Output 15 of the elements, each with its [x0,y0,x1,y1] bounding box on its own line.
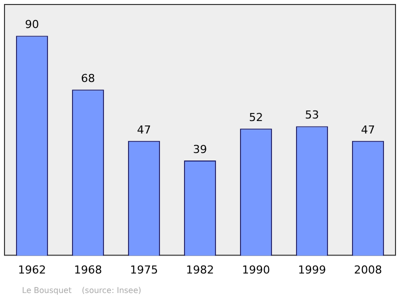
x-tick-label: 1968 [74,263,102,276]
data-label: 47 [137,123,151,136]
data-label: 53 [305,108,319,122]
text: Le Bousquet (source: Insee) [22,286,142,295]
data-label: 39 [193,142,207,156]
data-label: 68 [81,72,95,85]
data-label: 52 [249,111,263,124]
x-tick-label: 1999 [298,263,326,276]
x-tick-label: 1962 [18,263,46,276]
x-tick-label: 2008 [354,263,382,276]
data-label: 90 [25,18,39,32]
x-tick-label: 1990 [242,263,270,276]
x-tick-label: 1975 [130,263,158,276]
data-label: 47 [361,123,375,136]
x-tick-label: 1982 [186,263,214,276]
